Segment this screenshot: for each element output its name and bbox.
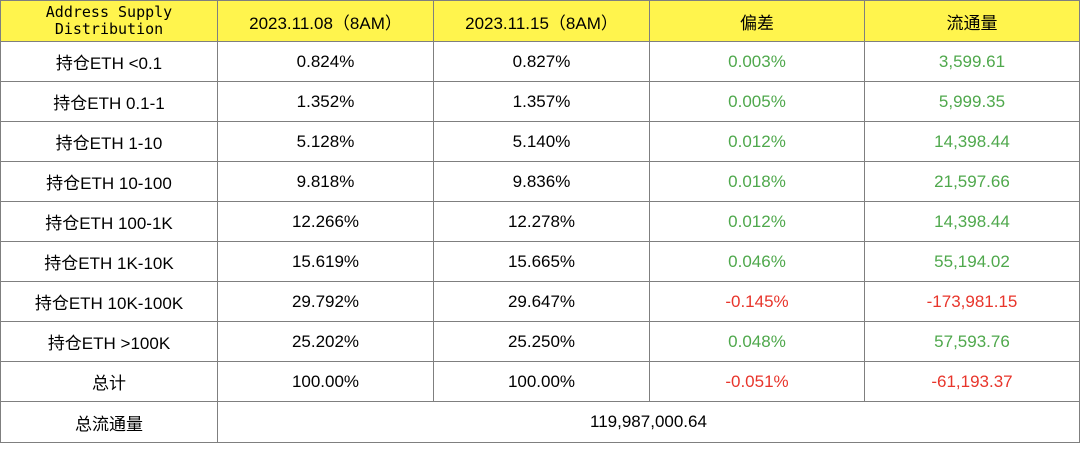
table-row: 持仓ETH 10-100 9.818% 9.836% 0.018% 21,597.66 <box>0 161 1080 202</box>
header-col0-line2: Distribution <box>54 20 164 38</box>
table-row: 持仓ETH 1-10 5.128% 5.140% 0.012% 14,398.44 <box>0 121 1080 162</box>
row-value-end: 12.278% <box>433 201 650 242</box>
table-row: 持仓ETH <0.1 0.824% 0.827% 0.003% 3,599.61 <box>0 41 1080 82</box>
row-value-end: 29.647% <box>433 281 650 322</box>
header-deviation: 偏差 <box>649 0 865 42</box>
row-value-end: 25.250% <box>433 321 650 362</box>
row-label: 持仓ETH >100K <box>0 321 218 362</box>
row-value-end: 100.00% <box>433 361 650 402</box>
row-deviation: 0.046% <box>649 241 865 282</box>
table-row: 总计 100.00% 100.00% -0.051% -61,193.37 <box>0 361 1080 402</box>
row-deviation: -0.051% <box>649 361 865 402</box>
row-value-end: 15.665% <box>433 241 650 282</box>
total-flow-value: 119,987,000.64 <box>217 401 1080 443</box>
row-circulation: -173,981.15 <box>864 281 1080 322</box>
row-value-end: 5.140% <box>433 121 650 162</box>
table-row: 持仓ETH 0.1-1 1.352% 1.357% 0.005% 5,999.35 <box>0 81 1080 122</box>
row-deviation: 0.012% <box>649 121 865 162</box>
header-date-end: 2023.11.15（8AM） <box>433 0 650 42</box>
row-circulation: -61,193.37 <box>864 361 1080 402</box>
row-value-start: 15.619% <box>217 241 434 282</box>
table-row: 持仓ETH 100-1K 12.266% 12.278% 0.012% 14,398.4… <box>0 201 1080 242</box>
row-value-start: 12.266% <box>217 201 434 242</box>
table-row: 持仓ETH >100K 25.202% 25.250% 0.048% 57,593.76 <box>0 321 1080 362</box>
row-circulation: 5,999.35 <box>864 81 1080 122</box>
row-deviation: 0.018% <box>649 161 865 202</box>
row-circulation: 55,194.02 <box>864 241 1080 282</box>
row-label: 持仓ETH 1-10 <box>0 121 218 162</box>
row-value-end: 9.836% <box>433 161 650 202</box>
row-value-start: 100.00% <box>217 361 434 402</box>
header-address-supply-distribution: Address Supply Distribution <box>0 0 218 42</box>
total-flow-row: 总流通量 119,987,000.64 <box>0 401 1080 443</box>
header-date-start: 2023.11.08（8AM） <box>217 0 434 42</box>
row-circulation: 14,398.44 <box>864 121 1080 162</box>
table-body: 持仓ETH <0.1 0.824% 0.827% 0.003% 3,599.61 持仓ET… <box>0 41 1080 443</box>
row-value-start: 0.824% <box>217 41 434 82</box>
row-deviation: 0.048% <box>649 321 865 362</box>
row-label: 持仓ETH 10K-100K <box>0 281 218 322</box>
row-value-start: 25.202% <box>217 321 434 362</box>
row-deviation: 0.005% <box>649 81 865 122</box>
row-label: 持仓ETH 1K-10K <box>0 241 218 282</box>
total-flow-label: 总流通量 <box>0 401 218 443</box>
row-circulation: 3,599.61 <box>864 41 1080 82</box>
row-value-start: 1.352% <box>217 81 434 122</box>
table-row: 持仓ETH 1K-10K 15.619% 15.665% 0.046% 55,194.0… <box>0 241 1080 282</box>
header-row: Address Supply Distribution 2023.11.08（8… <box>0 0 1080 42</box>
row-circulation: 21,597.66 <box>864 161 1080 202</box>
row-label: 持仓ETH 10-100 <box>0 161 218 202</box>
row-deviation: 0.012% <box>649 201 865 242</box>
header-col0-line1: Address Supply <box>45 3 173 21</box>
row-value-start: 5.128% <box>217 121 434 162</box>
table-row: 持仓ETH 10K-100K 29.792% 29.647% -0.145% -173,… <box>0 281 1080 322</box>
row-value-start: 9.818% <box>217 161 434 202</box>
row-value-end: 0.827% <box>433 41 650 82</box>
row-label: 持仓ETH 0.1-1 <box>0 81 218 122</box>
row-circulation: 57,593.76 <box>864 321 1080 362</box>
row-deviation: -0.145% <box>649 281 865 322</box>
header-circulation: 流通量 <box>864 0 1080 42</box>
row-value-end: 1.357% <box>433 81 650 122</box>
row-label: 持仓ETH 100-1K <box>0 201 218 242</box>
row-label: 总计 <box>0 361 218 402</box>
row-deviation: 0.003% <box>649 41 865 82</box>
row-label: 持仓ETH <0.1 <box>0 41 218 82</box>
row-value-start: 29.792% <box>217 281 434 322</box>
row-circulation: 14,398.44 <box>864 201 1080 242</box>
